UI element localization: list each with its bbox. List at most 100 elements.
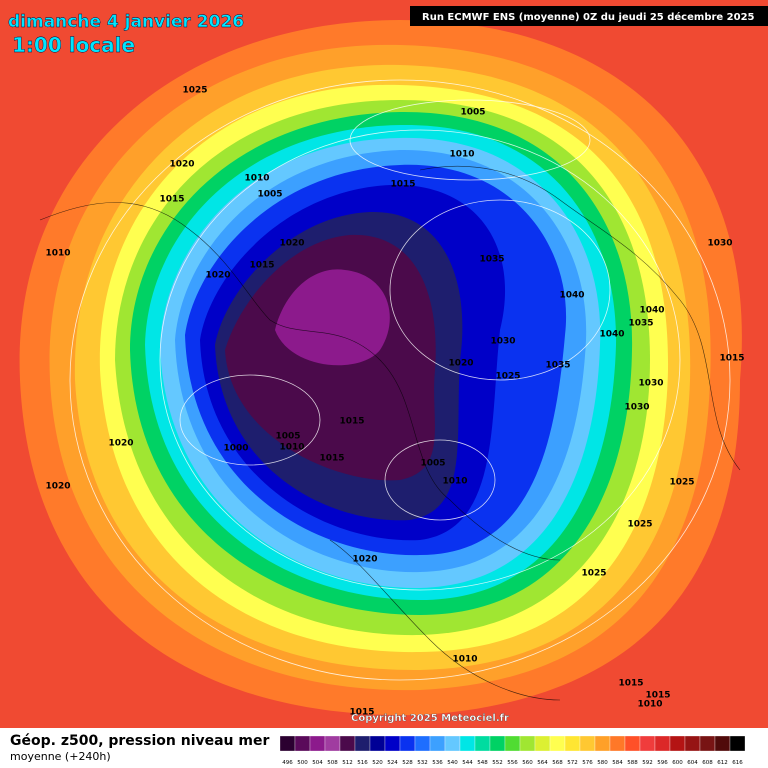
scale-swatch <box>564 735 581 752</box>
isobar-label: 1040 <box>639 306 664 316</box>
isobars <box>69 79 731 681</box>
scale-swatch <box>729 735 746 752</box>
isobar-label: 1035 <box>628 319 653 329</box>
scale-swatch <box>684 735 701 752</box>
isobar-label: 1005 <box>460 108 485 118</box>
scale-swatch <box>459 735 476 752</box>
scale-label: 596 <box>657 760 668 766</box>
isobar-label: 1010 <box>45 249 70 259</box>
isobar-label: 1015 <box>319 454 344 464</box>
scale-swatch <box>354 735 371 752</box>
scale-label: 572 <box>567 760 578 766</box>
scale-label: 560 <box>522 760 533 766</box>
isobar-label: 1025 <box>581 569 606 579</box>
scale-swatch <box>579 735 596 752</box>
scale-label: 512 <box>342 760 353 766</box>
isobar-label: 1020 <box>352 555 377 565</box>
scale-label: 536 <box>432 760 443 766</box>
date-title: dimanche 4 janvier 2026 <box>8 12 244 32</box>
scale-label: 496 <box>282 760 293 766</box>
scale-label: 504 <box>312 760 323 766</box>
scale-label: 548 <box>477 760 488 766</box>
isobar-label: 1020 <box>448 359 473 369</box>
scale-swatch <box>609 735 626 752</box>
footer-subtitle: moyenne (+240h) <box>10 750 111 763</box>
isobar-label: 1015 <box>390 180 415 190</box>
color-scale: 496 500 504 508 512 516 520 524 528 532 536 540 544 5… <box>279 735 746 766</box>
scale-label: 612 <box>717 760 728 766</box>
isobar-label: 1010 <box>442 477 467 487</box>
isobar-label: 1015 <box>645 691 670 701</box>
scale-swatch <box>714 735 731 752</box>
isobar-label: 1025 <box>182 86 207 96</box>
isobar-label: 1015 <box>349 708 374 718</box>
scale-swatch <box>669 735 686 752</box>
isobar-label: 1040 <box>559 291 584 301</box>
scale-swatch <box>414 735 431 752</box>
isobar-label: 1035 <box>479 255 504 265</box>
scale-label: 592 <box>642 760 653 766</box>
run-info: Run ECMWF ENS (moyenne) 0Z du jeudi 25 d… <box>422 11 755 23</box>
scale-label: 564 <box>537 760 548 766</box>
scale-swatch <box>324 735 341 752</box>
scale-label: 588 <box>627 760 638 766</box>
isobar-label: 1025 <box>669 478 694 488</box>
scale-swatch <box>624 735 641 752</box>
scale-swatch <box>504 735 521 752</box>
isobar-label: 1010 <box>449 150 474 160</box>
isobar-label: 1020 <box>45 482 70 492</box>
isobar-labels: 1025100510101020101010051015101510201010… <box>45 86 744 718</box>
time-title: 1:00 locale <box>12 33 135 57</box>
isobar-label: 1000 <box>223 444 248 454</box>
scale-swatch <box>294 735 311 752</box>
scale-label: 616 <box>732 760 743 766</box>
isobar-label: 1030 <box>490 337 515 347</box>
scale-swatch <box>489 735 506 752</box>
isobar-label: 1005 <box>275 432 300 442</box>
scale-swatch <box>699 735 716 752</box>
scale-swatch <box>429 735 446 752</box>
isobar-label: 1025 <box>627 520 652 530</box>
scale-swatch <box>399 735 416 752</box>
isobar-label: 1030 <box>707 239 732 249</box>
scale-label: 540 <box>447 760 458 766</box>
scale-label: 604 <box>687 760 698 766</box>
scale-label: 520 <box>372 760 383 766</box>
coastlines <box>39 165 741 701</box>
isobar-label: 1015 <box>719 354 744 364</box>
scale-label: 552 <box>492 760 503 766</box>
isobar-label: 1020 <box>169 160 194 170</box>
copyright: Copyright 2025 Meteociel.fr <box>351 713 509 724</box>
scale-label: 508 <box>327 760 338 766</box>
scale-label: 544 <box>462 760 473 766</box>
isobar-label: 1025 <box>495 372 520 382</box>
scale-swatch <box>474 735 491 752</box>
scale-swatch <box>339 735 356 752</box>
scale-label: 528 <box>402 760 413 766</box>
isobar-label: 1020 <box>108 439 133 449</box>
isobar-label: 1035 <box>545 361 570 371</box>
scale-swatch <box>369 735 386 752</box>
scale-label: 576 <box>582 760 593 766</box>
isobar-label: 1030 <box>624 403 649 413</box>
scale-label: 524 <box>387 760 398 766</box>
isobar-label: 1020 <box>205 271 230 281</box>
isobar-label: 1010 <box>279 443 304 453</box>
scale-swatch <box>549 735 566 752</box>
scale-swatch <box>444 735 461 752</box>
scale-swatch <box>519 735 536 752</box>
isobar-label: 1010 <box>452 655 477 665</box>
scale-swatch <box>384 735 401 752</box>
isobar-label: 1040 <box>599 330 624 340</box>
isobar-label: 1010 <box>244 174 269 184</box>
scale-swatch <box>309 735 326 752</box>
isobar-label: 1020 <box>279 239 304 249</box>
scale-label: 516 <box>357 760 368 766</box>
scale-label: 600 <box>672 760 683 766</box>
scale-swatch <box>639 735 656 752</box>
scale-label: 500 <box>297 760 308 766</box>
isobar-label: 1015 <box>249 261 274 271</box>
scale-label: 608 <box>702 760 713 766</box>
